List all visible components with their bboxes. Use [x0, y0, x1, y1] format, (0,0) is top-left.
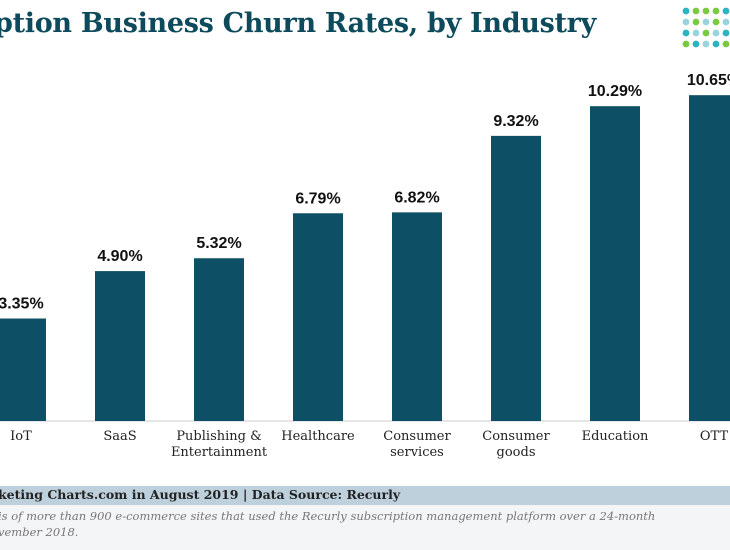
note-background	[0, 505, 730, 550]
logo-dot	[702, 40, 710, 48]
logo-dot	[712, 29, 720, 37]
logo-dot	[682, 18, 690, 26]
value-label-4: 6.82%	[394, 189, 439, 206]
logo-dot	[702, 29, 710, 37]
category-label-5-line-0: Consumer	[482, 429, 550, 444]
bar-2	[194, 258, 244, 421]
bar-7	[689, 95, 730, 422]
bar-1	[95, 271, 145, 421]
value-label-5: 9.32%	[493, 113, 538, 130]
value-label-6: 10.29%	[588, 83, 642, 100]
logo-dot	[682, 29, 690, 37]
value-label-3: 6.79%	[295, 190, 340, 207]
logo-dot	[692, 40, 700, 48]
bar-4	[392, 212, 442, 421]
logo-dot	[722, 18, 730, 26]
bar-6	[590, 106, 640, 421]
logo-dot	[702, 7, 710, 15]
bar-0	[0, 318, 46, 421]
logo-dot	[692, 29, 700, 37]
category-label-6: Education	[582, 429, 649, 444]
category-label-0: IoT	[10, 429, 32, 444]
logo-dot	[722, 7, 730, 15]
value-label-1: 4.90%	[97, 248, 142, 265]
logo-dot	[722, 40, 730, 48]
bars-group: 3.35% IoT 4.90% SaaS 5.32% Publishing &Entert…	[0, 72, 730, 460]
category-label-2-line-0: Publishing &	[176, 429, 261, 444]
logo-dot	[712, 7, 720, 15]
category-label-7: OTT	[700, 429, 729, 444]
chart-title: ption Business Churn Rates, by Industry	[0, 8, 596, 39]
marketingcharts-logo-icon	[682, 7, 730, 48]
category-label-4-line-0: Consumer	[383, 429, 451, 444]
note-line-2: vember 2018.	[0, 525, 79, 539]
logo-dot	[692, 7, 700, 15]
category-label-5-line-1: goods	[497, 445, 536, 460]
bar-chart: 3.35% IoT 4.90% SaaS 5.32% Publishing &Entert…	[0, 72, 730, 460]
logo-dot	[722, 29, 730, 37]
logo-dot	[712, 40, 720, 48]
value-label-0: 3.35%	[0, 296, 44, 313]
logo-dot	[692, 18, 700, 26]
category-label-4-line-1: services	[390, 445, 444, 460]
logo-dot	[702, 18, 710, 26]
bar-5	[491, 135, 541, 421]
methodology-note: is of more than 900 e-commerce sites tha…	[0, 508, 730, 540]
category-label-2-line-1: Entertainment	[171, 445, 268, 460]
note-line-1: is of more than 900 e-commerce sites tha…	[0, 509, 656, 523]
logo-dot	[682, 7, 690, 15]
source-text: keting Charts.com in August 2019 | Data …	[0, 487, 401, 502]
category-label-1: SaaS	[103, 429, 136, 444]
category-label-3: Healthcare	[281, 429, 355, 444]
logo-dot	[682, 40, 690, 48]
value-label-7: 10.65%	[687, 72, 730, 89]
footer-source-bar: keting Charts.com in August 2019 | Data …	[0, 486, 730, 505]
logo-dot	[712, 18, 720, 26]
bar-3	[293, 213, 343, 421]
value-label-2: 5.32%	[196, 235, 241, 252]
